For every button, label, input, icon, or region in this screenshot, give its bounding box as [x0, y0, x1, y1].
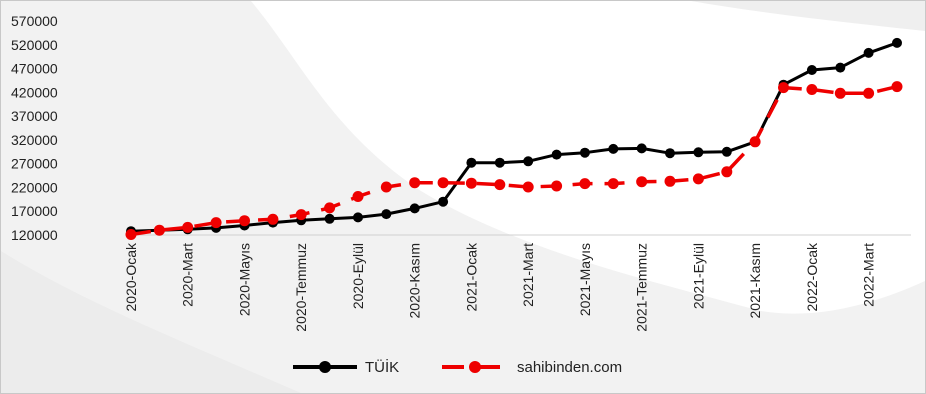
legend-item-sahibinden: sahibinden.com — [442, 359, 622, 376]
series-sahibinden — [125, 81, 903, 240]
legend-sahibinden-label: sahibinden.com — [517, 359, 622, 376]
y-axis-ticks: 120000 170000 220000 270000 320000 370000 4200… — [11, 13, 58, 243]
data-point — [721, 146, 732, 157]
x-tick-label: 2021-Ocak — [463, 242, 479, 311]
data-point — [579, 178, 591, 190]
y-tick-label: 370000 — [11, 108, 58, 124]
data-point — [863, 87, 875, 99]
x-tick-label: 2021-Eylül — [690, 243, 706, 309]
data-point — [806, 65, 817, 75]
series-layer — [125, 37, 903, 240]
x-tick-label: 2020-Mart — [180, 243, 196, 307]
x-tick-label: 2022-Mart — [861, 243, 877, 307]
data-point — [409, 177, 421, 189]
data-point — [607, 178, 619, 190]
legend: TÜİK sahibinden.com — [293, 358, 622, 376]
data-point — [522, 181, 534, 193]
data-point — [324, 202, 336, 214]
series-line — [130, 84, 898, 237]
y-tick-label: 270000 — [11, 156, 58, 172]
y-tick-label: 170000 — [11, 203, 58, 219]
y-tick-label: 470000 — [11, 61, 58, 77]
y-tick-label: 220000 — [11, 179, 58, 195]
legend-tuik-marker — [319, 361, 331, 373]
legend-sahibinden-marker — [469, 361, 481, 373]
x-tick-label: 2021-Temmuz — [634, 243, 650, 332]
data-point — [523, 156, 534, 167]
data-point — [806, 84, 818, 95]
data-point — [409, 203, 420, 214]
data-point — [749, 136, 761, 148]
x-tick-label: 2021-Kasım — [747, 243, 763, 318]
data-point — [494, 157, 505, 168]
data-point — [892, 37, 902, 48]
data-point — [437, 177, 449, 189]
y-tick-label: 420000 — [11, 84, 58, 100]
y-tick-label: 570000 — [11, 13, 58, 29]
data-point — [494, 179, 506, 191]
data-point — [210, 217, 222, 229]
data-point — [465, 177, 477, 189]
data-point — [239, 215, 250, 227]
data-point — [324, 213, 335, 224]
data-point — [381, 209, 392, 220]
data-point — [466, 157, 477, 168]
data-point — [664, 175, 676, 187]
data-point — [153, 224, 165, 236]
data-point — [721, 166, 733, 178]
data-point — [438, 196, 449, 207]
data-point — [551, 149, 562, 160]
x-tick-label: 2020-Mayıs — [236, 243, 252, 316]
data-point — [267, 213, 279, 225]
x-axis-ticks: 2020-Ocak 2020-Mart 2020-Mayıs 2020-Temmuz 2… — [123, 242, 877, 332]
data-point — [693, 147, 704, 158]
data-point — [692, 173, 704, 185]
data-point — [380, 181, 392, 193]
data-point — [665, 148, 675, 159]
data-point — [551, 180, 563, 192]
x-tick-label: 2020-Temmuz — [293, 243, 309, 332]
data-point — [636, 143, 647, 154]
x-tick-label: 2021-Mart — [520, 243, 536, 307]
data-point — [295, 209, 307, 221]
x-tick-label: 2020-Eylül — [350, 243, 366, 309]
data-point — [352, 191, 364, 202]
x-tick-label: 2020-Kasım — [407, 243, 423, 318]
data-point — [835, 62, 846, 73]
legend-tuik-label: TÜİK — [365, 358, 399, 376]
data-point — [636, 176, 648, 188]
data-point — [863, 47, 874, 58]
data-point — [182, 221, 194, 233]
y-tick-label: 520000 — [11, 37, 58, 53]
data-point — [125, 229, 137, 240]
data-point — [579, 147, 590, 158]
data-point — [778, 82, 789, 94]
data-point — [353, 212, 363, 223]
x-tick-label: 2021-Mayıs — [577, 243, 593, 316]
x-tick-label: 2022-Ocak — [804, 242, 820, 311]
y-tick-label: 320000 — [11, 132, 58, 148]
data-point — [891, 81, 903, 93]
y-tick-label: 120000 — [11, 227, 58, 243]
x-tick-label: 2020-Ocak — [123, 242, 139, 311]
data-point — [834, 87, 846, 99]
legend-item-tuik: TÜİK — [293, 358, 399, 376]
data-point — [608, 143, 619, 154]
